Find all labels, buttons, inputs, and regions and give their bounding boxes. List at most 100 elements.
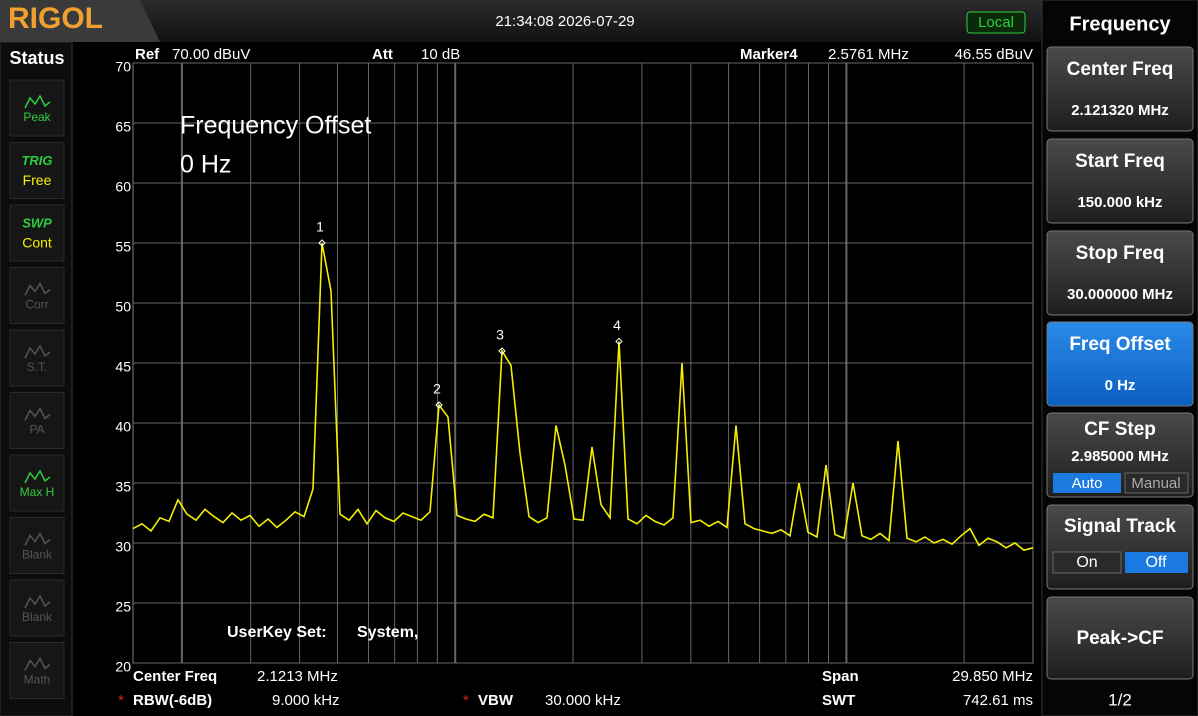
y-tick-label: 50 — [115, 299, 131, 315]
toggle-option[interactable] — [1052, 551, 1122, 574]
status-item — [9, 517, 65, 574]
menu-label: Start Freq — [1075, 151, 1165, 172]
status-icon — [24, 531, 51, 546]
status-item — [9, 579, 65, 637]
y-tick-label: 45 — [115, 359, 131, 375]
status-label: Corr — [25, 298, 48, 312]
swt-value: 742.61 ms — [963, 692, 1033, 709]
menu-button[interactable] — [1046, 596, 1194, 680]
menu-value: 30.000000 MHz — [1067, 286, 1173, 303]
marker-label: 2 — [433, 381, 441, 397]
marker-label: 3 — [496, 327, 504, 343]
status-icon — [24, 469, 51, 484]
rbw-flag: * — [118, 692, 124, 709]
status-value: Free — [23, 172, 52, 188]
marker-point — [318, 239, 326, 247]
att-value: 10 dB — [421, 46, 460, 63]
status-label: SWP — [22, 215, 52, 230]
y-tick-label: 65 — [115, 119, 131, 135]
status-item — [9, 642, 65, 699]
header-bar — [0, 0, 1042, 42]
status-icon — [24, 594, 51, 609]
status-label: PA — [29, 423, 44, 437]
marker-freq: 2.5761 MHz — [828, 46, 909, 63]
marker-label: 1 — [316, 219, 324, 235]
toggle-label: Manual — [1131, 475, 1180, 492]
menu-page: 1/2 — [1108, 690, 1132, 709]
local-badge — [966, 11, 1026, 34]
status-icon — [24, 281, 51, 296]
toggle-option[interactable] — [1125, 552, 1188, 573]
status-icon — [24, 656, 51, 671]
ref-label: Ref — [135, 46, 160, 63]
status-label: TRIG — [21, 153, 52, 168]
trace — [132, 242, 1034, 552]
datetime: 21:34:08 2026-07-29 — [495, 13, 634, 30]
menu-label: Center Freq — [1067, 59, 1174, 80]
toggle-label: Off — [1145, 554, 1167, 571]
marker-point — [615, 337, 623, 346]
annotation: Frequency Offset — [180, 112, 371, 140]
marker-amp: 46.55 dBuV — [955, 46, 1033, 63]
menu-label: Stop Freq — [1076, 243, 1165, 264]
y-tick-label: 35 — [115, 479, 131, 495]
status-value: Cont — [22, 235, 52, 251]
toggle-option[interactable] — [1124, 472, 1189, 494]
y-tick-label: 55 — [115, 239, 131, 255]
menu-button[interactable] — [1046, 230, 1194, 316]
marker-point — [435, 401, 443, 409]
rbw-value: 9.000 kHz — [272, 692, 340, 709]
marker-readout-label: Marker4 — [740, 46, 798, 63]
menu-value: 2.121320 MHz — [1071, 102, 1169, 119]
toggle-label: On — [1076, 554, 1097, 571]
toggle-option[interactable] — [1053, 473, 1121, 493]
status-item — [9, 267, 65, 324]
vbw-label: VBW — [478, 692, 514, 709]
status-item — [9, 79, 65, 137]
vbw-value: 30.000 kHz — [545, 692, 621, 709]
status-item — [9, 392, 65, 449]
menu-label: CF Step — [1084, 419, 1156, 440]
status-item — [9, 454, 65, 512]
menu-button[interactable] — [1046, 321, 1194, 407]
menu-value: 2.985000 MHz — [1071, 448, 1169, 465]
status-icon — [24, 94, 51, 109]
y-tick-label: 60 — [115, 179, 131, 195]
status-label: Math — [24, 673, 51, 687]
span-value: 29.850 MHz — [952, 668, 1033, 685]
rbw-label: RBW(-6dB) — [133, 692, 212, 709]
menu-value: 0 Hz — [1105, 377, 1136, 394]
menu-label: Freq Offset — [1069, 334, 1171, 355]
att-label: Att — [372, 46, 393, 63]
vbw-flag: * — [463, 692, 469, 709]
swt-label: SWT — [822, 692, 855, 709]
status-title: Status — [9, 48, 64, 68]
menu-value: 150.000 kHz — [1077, 194, 1162, 211]
status-label: S.T. — [27, 360, 48, 374]
status-icon — [24, 406, 51, 421]
span-label: Span — [822, 668, 859, 685]
marker-label: 4 — [613, 317, 621, 333]
menu-button[interactable] — [1046, 46, 1194, 132]
y-tick-label: 20 — [115, 659, 131, 675]
annotation: 0 Hz — [180, 151, 231, 179]
status-item — [9, 142, 65, 199]
userkey-value: System, — [357, 624, 418, 641]
userkey-label: UserKey Set: — [227, 624, 327, 641]
marker-point — [498, 347, 506, 355]
menu-label: Signal Track — [1064, 516, 1176, 537]
center-label: Center Freq — [133, 668, 217, 685]
menu-button[interactable] — [1046, 138, 1194, 224]
center-value: 2.1213 MHz — [257, 668, 338, 685]
y-tick-label: 70 — [115, 59, 131, 75]
menu-title: Frequency — [1069, 13, 1171, 35]
y-tick-label: 40 — [115, 419, 131, 435]
status-icon — [24, 344, 51, 359]
ref-value: 70.00 dBuV — [172, 46, 250, 63]
status-label: Blank — [22, 610, 53, 624]
mode: Local — [978, 14, 1014, 31]
status-label: Max H — [20, 485, 55, 499]
